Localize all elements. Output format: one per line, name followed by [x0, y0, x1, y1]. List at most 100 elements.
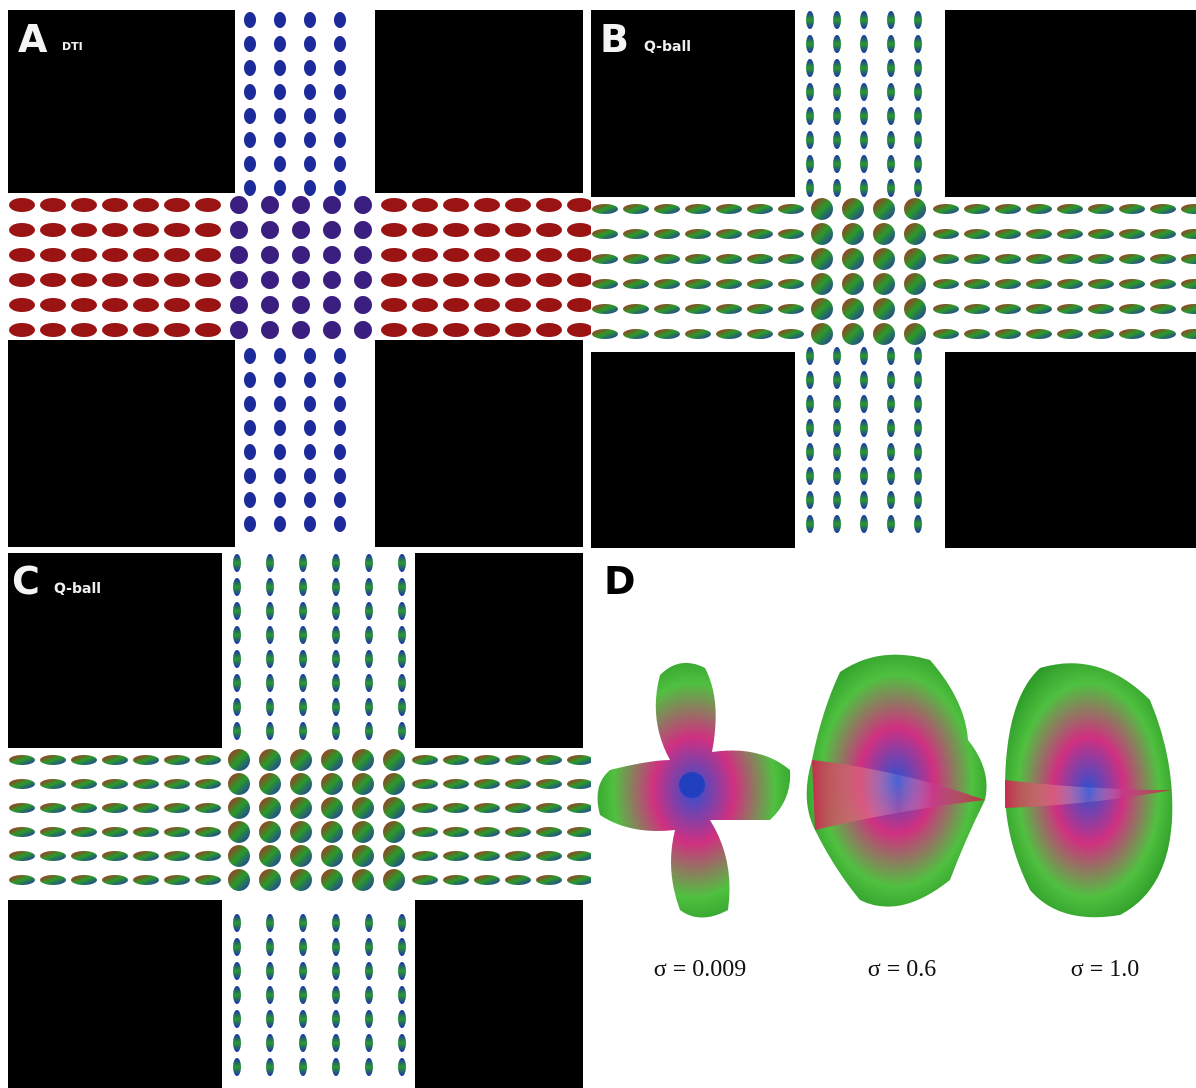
- glyph: [323, 321, 341, 339]
- glyph: [592, 279, 618, 289]
- glyph: [842, 273, 864, 295]
- glyph: [860, 83, 868, 101]
- glyph: [474, 248, 500, 262]
- glyph: [860, 347, 868, 365]
- glyph: [398, 554, 406, 572]
- glyph: [995, 304, 1021, 314]
- glyph: [914, 131, 922, 149]
- glyph: [860, 491, 868, 509]
- glyph: [747, 329, 773, 339]
- glyph: [261, 321, 279, 339]
- glyph: [833, 131, 841, 149]
- glyph: [102, 223, 128, 237]
- glyph: [914, 347, 922, 365]
- glyph: [40, 851, 66, 861]
- glyph: [443, 851, 469, 861]
- glyph: [887, 35, 895, 53]
- glyph: [266, 1034, 274, 1052]
- glyph: [365, 602, 373, 620]
- glyph: [833, 371, 841, 389]
- glyph: [398, 914, 406, 932]
- glyph: [9, 248, 35, 262]
- glyph: [567, 298, 593, 312]
- glyph: [716, 254, 742, 264]
- glyph: [332, 1010, 340, 1028]
- glyph: [9, 803, 35, 813]
- glyph: [964, 279, 990, 289]
- glyph: [133, 779, 159, 789]
- glyph: [233, 986, 241, 1004]
- glyph: [536, 323, 562, 337]
- glyph: [299, 698, 307, 716]
- glyph: [398, 722, 406, 740]
- glyph: [833, 35, 841, 53]
- glyph: [904, 198, 926, 220]
- glyph: [261, 296, 279, 314]
- glyph: [102, 323, 128, 337]
- glyph: [323, 271, 341, 289]
- glyph: [806, 11, 814, 29]
- glyph: [964, 204, 990, 214]
- glyph: [195, 223, 221, 237]
- glyph: [244, 84, 256, 100]
- glyph: [274, 156, 286, 172]
- panel: [591, 553, 1196, 1088]
- glyph: [304, 516, 316, 532]
- glyph: [228, 797, 250, 819]
- glyph: [266, 554, 274, 572]
- glyph: [266, 722, 274, 740]
- glyph: [299, 602, 307, 620]
- glyph: [654, 329, 680, 339]
- glyph: [887, 443, 895, 461]
- glyph: [995, 329, 1021, 339]
- glyph: [304, 132, 316, 148]
- glyph: [332, 962, 340, 980]
- glyph: [244, 372, 256, 388]
- glyph: [261, 221, 279, 239]
- glyph: [806, 371, 814, 389]
- glyph: [914, 35, 922, 53]
- glyph: [1150, 304, 1176, 314]
- glyph: [685, 279, 711, 289]
- panel-letter: D: [604, 559, 636, 603]
- glyph: [304, 348, 316, 364]
- glyph: [592, 204, 618, 214]
- glyph: [71, 755, 97, 765]
- glyph: [304, 156, 316, 172]
- glyph: [354, 321, 372, 339]
- glyph: [592, 329, 618, 339]
- glyph: [233, 626, 241, 644]
- glyph: [1088, 204, 1114, 214]
- glyph: [778, 329, 804, 339]
- glyph: [332, 698, 340, 716]
- glyph: [1026, 304, 1052, 314]
- panel: [8, 553, 593, 1088]
- glyph: [290, 821, 312, 843]
- glyph: [321, 869, 343, 891]
- glyph: [352, 797, 374, 819]
- glyph: [244, 468, 256, 484]
- glyph: [71, 779, 97, 789]
- glyph: [332, 938, 340, 956]
- glyph: [304, 468, 316, 484]
- glyph: [505, 323, 531, 337]
- glyph: [623, 304, 649, 314]
- glyph: [398, 1034, 406, 1052]
- panel-letter: B: [600, 17, 629, 61]
- glyph: [9, 298, 35, 312]
- glyph: [505, 223, 531, 237]
- glyph: [334, 492, 346, 508]
- figure: A DTI B Q-ball C Q-ball D σ = 0.009 σ = …: [0, 0, 1196, 1088]
- glyph: [654, 204, 680, 214]
- glyph: [860, 59, 868, 77]
- glyph: [887, 467, 895, 485]
- glyph: [811, 198, 833, 220]
- glyph: [654, 279, 680, 289]
- glyph: [887, 179, 895, 197]
- glyph: [304, 180, 316, 196]
- glyph: [321, 845, 343, 867]
- glyph: [995, 229, 1021, 239]
- glyph: [412, 198, 438, 212]
- glyph: [716, 304, 742, 314]
- glyph: [933, 329, 959, 339]
